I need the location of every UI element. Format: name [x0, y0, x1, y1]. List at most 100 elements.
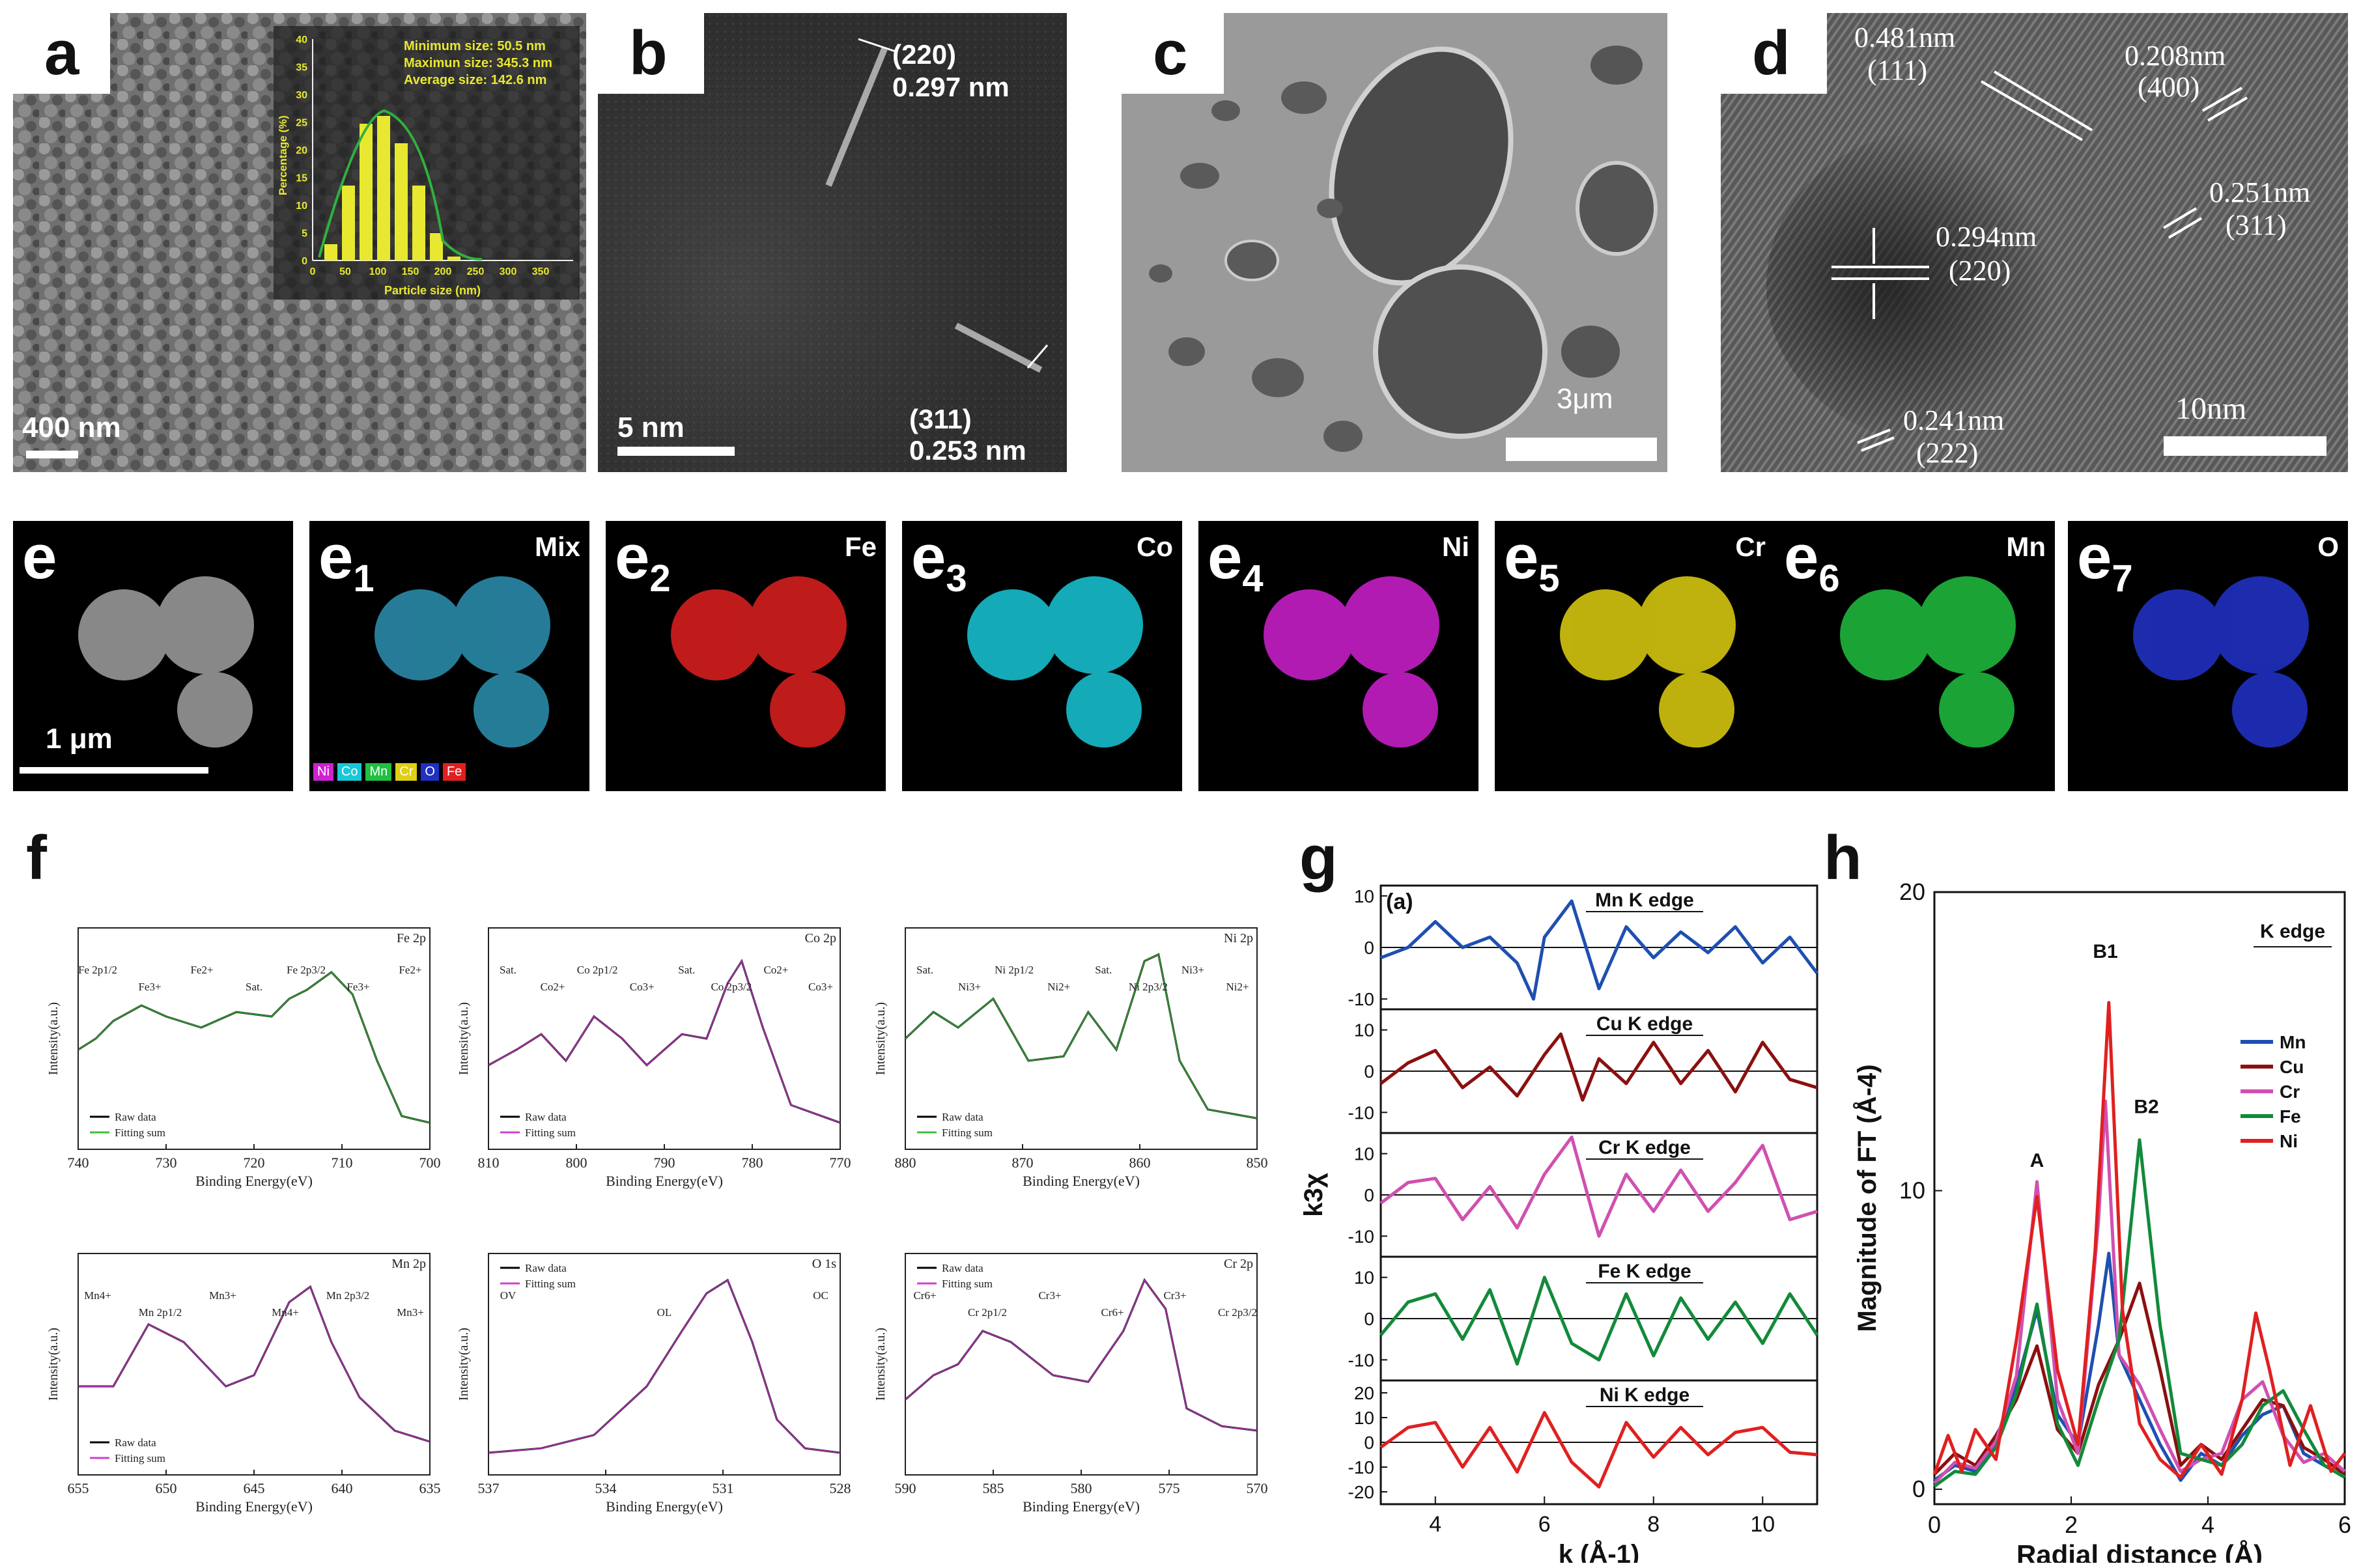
porous-texture: [1122, 13, 1667, 472]
scale-label-c: 3μm: [1557, 383, 1613, 415]
lattice-b-2-plane: (311): [909, 404, 972, 434]
g-xlabel: k (Å-1): [1559, 1539, 1639, 1563]
xps-peak-label: Cr 2p1/2: [968, 1306, 1007, 1319]
legend-fe: Fe: [442, 763, 466, 781]
xps-peak-label: Ni 2p3/2: [1129, 981, 1168, 993]
h-legend-label: Fe: [2280, 1106, 2301, 1127]
xps-peak-label: Sat.: [678, 964, 695, 976]
xps-xtick: 870: [1012, 1155, 1034, 1171]
xps-raw-curve: [78, 1285, 431, 1443]
size-histogram: Percentage (%) Particle size (nm) 0 5 10 15…: [277, 35, 573, 297]
xps-title-2: Ni 2p: [1224, 931, 1253, 945]
inset-avg-size: Average size: 142.6 nm: [404, 73, 547, 87]
hist-bar: [324, 244, 337, 260]
lattice-b-2-spacing: 0.253 nm: [909, 435, 1026, 466]
exafs-k-space-chart: 10 0 -10 Mn K edge 10 0 -10 Cu K edge 10 0 -10 Cr K…: [1299, 884, 1819, 1563]
xps-fit-curve: [488, 959, 841, 1124]
inset-max-size: Maximun size: 345.3 nm: [404, 56, 552, 70]
lattice-d-222-plane: (222): [1916, 437, 1979, 469]
xps-peak-label: Mn3+: [209, 1289, 236, 1302]
xps-xtick: 537: [478, 1480, 500, 1496]
eds-label-e2: e2: [615, 522, 671, 600]
g-ytick: 0: [1364, 1309, 1374, 1329]
xps-peak-label: Mn4+: [84, 1289, 111, 1302]
xps-legend-raw: Raw data: [525, 1111, 567, 1123]
xps-peak-label: Co3+: [630, 981, 655, 993]
lattice-d-311-spacing: 0.251nm: [2209, 176, 2311, 208]
inset-ytick: 20: [296, 145, 307, 156]
xps-legend-fit: Fitting sum: [525, 1278, 576, 1290]
inset-ytick: 0: [302, 256, 307, 267]
xps-peak-label: Cr6+: [913, 1289, 936, 1302]
g-ytick: -10: [1348, 1102, 1374, 1123]
g-ytick: 10: [1354, 1408, 1374, 1428]
xps-ylabel: Intensity(a.u.): [873, 1002, 888, 1075]
xps-xtick: 531: [713, 1480, 734, 1496]
panel-label-a: a: [13, 13, 111, 94]
eds-label-e7: e7: [2077, 522, 2133, 600]
xps-title-3: Mn 2p: [391, 1257, 426, 1271]
g-xtick: 6: [1538, 1512, 1551, 1537]
xps-peak-label: Co2+: [763, 964, 788, 976]
g-series-line: [1379, 1135, 1818, 1238]
xps-peak-label: Fe2+: [190, 964, 213, 976]
xps-legend-raw: Raw data: [942, 1262, 983, 1274]
inset-min-size: Minimum size: 50.5 nm: [404, 39, 546, 53]
hist-bar: [395, 143, 408, 260]
lattice-d-111-spacing: 0.481nm: [1854, 21, 1956, 53]
h-series-line: [1932, 1001, 2346, 1479]
xps-title-4: O 1s: [812, 1257, 836, 1271]
inset-ylabel: Percentage (%): [277, 115, 289, 195]
g-xtick: 4: [1429, 1512, 1441, 1537]
eds-element-cr: Cr: [1735, 531, 1766, 562]
lattice-d-400-spacing: 0.208nm: [2125, 40, 2226, 72]
xps-ylabel: Intensity(a.u.): [457, 1002, 471, 1075]
xps-peak-label: Mn 2p1/2: [139, 1306, 182, 1319]
xps-peak-label: Cr6+: [1101, 1306, 1124, 1319]
xps-xtick: 810: [478, 1155, 500, 1171]
scale-label-d: 10nm: [2175, 391, 2247, 426]
g-series-line: [1379, 1410, 1818, 1489]
inset-xtick: 0: [310, 266, 316, 277]
xps-peak-label: Sat.: [1095, 964, 1112, 976]
g-series-label: Ni K edge: [1600, 1384, 1689, 1406]
legend-co: Co: [337, 763, 362, 781]
xps-peak-label: Ni3+: [1181, 964, 1204, 976]
xps-xtick: 880: [895, 1155, 916, 1171]
xps-peak-label: Cr3+: [1038, 1289, 1061, 1302]
xps-xtick: 570: [1247, 1480, 1268, 1496]
xps-xtick: 700: [419, 1155, 441, 1171]
lattice-d-222-spacing: 0.241nm: [1903, 404, 2005, 436]
xps-xtick: 585: [983, 1480, 1004, 1496]
scale-bar-a: [26, 451, 78, 458]
g-xtick: 10: [1750, 1512, 1775, 1537]
eds-label-e6: e6: [1784, 522, 1840, 600]
h-ytick: 20: [1899, 878, 1925, 905]
h-xtick: 0: [1928, 1511, 1941, 1538]
xps-xtick: 590: [895, 1480, 916, 1496]
lattice-d-400-plane: (400): [2138, 71, 2200, 103]
xps-xtick: 790: [654, 1155, 675, 1171]
xps-legend-raw: Raw data: [942, 1111, 983, 1123]
g-series-label: Mn K edge: [1595, 889, 1694, 911]
xps-ylabel: Intensity(a.u.): [46, 1328, 61, 1401]
xps-peak-label: Co3+: [808, 981, 833, 993]
panel-c-porous-sem: c 3μm: [1122, 13, 1667, 472]
panel-label-h: h: [1824, 823, 1862, 893]
size-distribution-inset: Percentage (%) Particle size (nm) 0 5 10 15…: [274, 26, 580, 300]
xps-spectrum-0: Fe 2p 740 730 720 710 700 Binding Energy(eV) In…: [46, 927, 441, 1189]
g-ytick: 10: [1354, 1268, 1374, 1288]
h-xtick: 2: [2065, 1511, 2078, 1538]
xps-xtick: 580: [1071, 1480, 1092, 1496]
xps-xtick: 534: [595, 1480, 617, 1496]
xps-xlabel: Binding Energy(eV): [195, 1173, 313, 1189]
xps-spectrum-1: Co 2p 810 800 790 780 770 Binding Energy(eV) In…: [457, 927, 851, 1189]
panel-b-hrtem: b (220) 0.297 nm (311) 0.253 nm 5 nm: [598, 13, 1067, 472]
h-xtick: 6: [2338, 1511, 2351, 1538]
particle-mn: [1840, 576, 2016, 748]
xps-xtick: 800: [566, 1155, 587, 1171]
eds-element-mix: Mix: [534, 531, 580, 562]
h-xlabel: Radial distance (Å): [2016, 1539, 2263, 1563]
particle-mix: [375, 576, 550, 748]
xps-xtick: 528: [830, 1480, 851, 1496]
